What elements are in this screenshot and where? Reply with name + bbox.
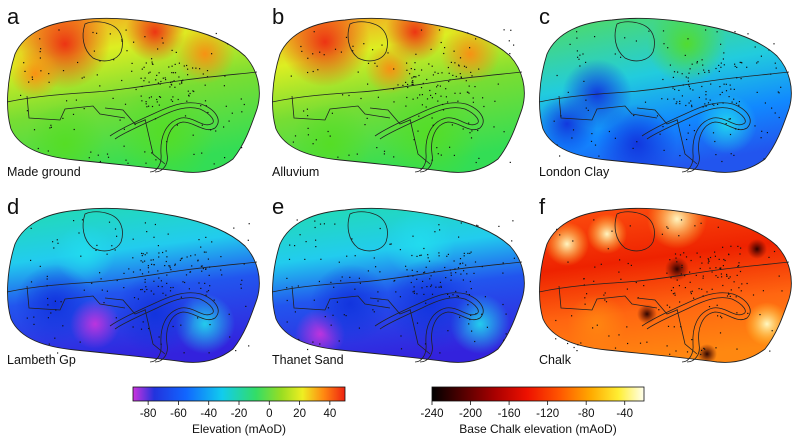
colorbar-tick-label: -20: [231, 408, 248, 420]
map-panel-e: e Thanet Sand: [271, 194, 525, 367]
colorbar-tick-label: -40: [616, 408, 633, 420]
colorbar-elevation: -80 -60 -40 -20 0 20 40 Elevation (mAoD): [132, 386, 346, 436]
map-panel-c: c London Clay: [538, 4, 792, 179]
panel-caption: Alluvium: [272, 165, 319, 179]
panel-caption: Lambeth Gp: [7, 353, 76, 367]
borehole-points: [20, 29, 245, 165]
colorbar-tick-label: -80: [578, 408, 595, 420]
map-surface: [271, 17, 525, 173]
map-surface: [6, 17, 260, 173]
panel-letter: e: [272, 194, 284, 219]
colorbar-gradient: [431, 386, 645, 402]
colorbar-tick-label: 40: [323, 408, 336, 420]
panel-caption: Thanet Sand: [272, 353, 344, 367]
map-panel-b: b Alluvium: [271, 4, 525, 179]
colorbar-tick-label: -80: [140, 408, 157, 420]
borehole-points: [555, 219, 783, 356]
colorbar-title: Base Chalk elevation (mAoD): [459, 422, 616, 436]
borehole-points: [553, 29, 782, 163]
map-surface: [538, 207, 792, 363]
colorbar-tick-label: -240: [420, 408, 443, 420]
colorbar-title: Elevation (mAoD): [192, 422, 286, 436]
map-surface: [6, 207, 260, 363]
map-surface: [271, 207, 525, 363]
panel-letter: f: [539, 194, 546, 219]
panel-caption: Chalk: [539, 353, 572, 367]
panel-letter: c: [539, 4, 550, 29]
map-panel-f: f Chalk: [538, 194, 792, 367]
panel-letter: d: [7, 194, 19, 219]
map-panel-d: d Lambeth Gp: [6, 194, 260, 367]
panel-letter: b: [272, 4, 284, 29]
colorbar-tick-label: 0: [266, 408, 272, 420]
colorbar-tick-label: -200: [459, 408, 482, 420]
map-surface: [538, 17, 792, 173]
panel-caption: London Clay: [539, 165, 610, 179]
map-panel-a: a Made ground: [6, 4, 260, 179]
borehole-points: [286, 219, 515, 354]
colorbar-tick-label: -40: [200, 408, 217, 420]
colorbar-tick-label: -60: [170, 408, 187, 420]
colorbar-tick-label: -120: [536, 408, 559, 420]
panel-caption: Made ground: [7, 165, 81, 179]
colorbar-gradient: [132, 386, 346, 402]
borehole-points: [290, 29, 515, 164]
panel-letter: a: [7, 4, 20, 29]
colorbar-tick-label: -160: [498, 408, 521, 420]
borehole-points: [26, 219, 250, 354]
colorbar-tick-label: 20: [293, 408, 306, 420]
